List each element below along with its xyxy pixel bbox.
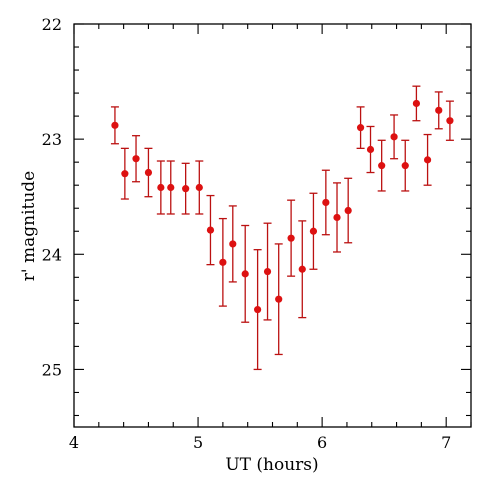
data-point <box>241 224 250 323</box>
point-marker <box>206 226 215 234</box>
data-point <box>333 182 342 253</box>
data-point <box>321 169 330 236</box>
point-marker <box>435 106 443 114</box>
data-point <box>181 162 190 215</box>
y-axis-label: r' magnitude <box>19 171 39 281</box>
point-marker <box>322 198 330 207</box>
data-point <box>144 147 153 198</box>
x-tick-label: 7 <box>441 433 451 452</box>
data-point <box>287 199 296 277</box>
point-marker <box>412 99 421 108</box>
point-marker <box>344 206 352 215</box>
point-marker <box>144 168 153 177</box>
point-marker <box>254 305 262 314</box>
data-point <box>412 85 421 122</box>
point-marker <box>241 270 249 278</box>
point-marker <box>263 267 272 276</box>
y-tick-label: 23 <box>42 130 62 149</box>
point-marker <box>333 213 341 222</box>
data-point <box>274 243 283 356</box>
data-point <box>195 160 204 215</box>
data-point <box>298 220 307 319</box>
x-tick-label: 5 <box>193 433 203 452</box>
point-marker <box>390 133 398 141</box>
point-marker <box>309 227 318 235</box>
point-marker <box>298 265 306 273</box>
point-marker <box>378 162 386 170</box>
data-point <box>263 222 272 321</box>
data-point <box>390 114 399 160</box>
data-point <box>228 205 237 283</box>
point-marker <box>287 234 295 242</box>
x-axis-label: UT (hours) <box>225 455 318 475</box>
data-point <box>206 194 215 266</box>
data-point <box>110 106 119 145</box>
x-tick-label: 4 <box>69 433 79 452</box>
point-marker <box>167 183 175 192</box>
x-tick-label: 6 <box>317 433 327 452</box>
data-point <box>377 139 386 192</box>
data-point <box>434 91 443 130</box>
data-point <box>356 106 365 150</box>
point-marker <box>275 295 283 303</box>
data-point <box>445 100 454 141</box>
point-marker <box>157 183 165 192</box>
data-points <box>110 85 454 371</box>
point-marker <box>182 185 190 193</box>
point-marker <box>111 121 119 129</box>
point-marker <box>356 124 365 132</box>
y-tick-label: 24 <box>42 245 62 264</box>
point-marker <box>132 155 140 163</box>
point-marker <box>229 240 237 248</box>
data-point <box>401 139 410 192</box>
data-point <box>120 147 129 200</box>
point-marker <box>446 117 454 125</box>
data-point <box>344 177 353 244</box>
point-marker <box>195 183 203 192</box>
data-point <box>156 160 165 215</box>
data-point <box>166 160 175 215</box>
point-marker <box>366 145 375 154</box>
y-tick-label: 22 <box>42 15 62 34</box>
data-point <box>423 133 432 186</box>
axis-ticks <box>73 23 472 427</box>
data-point <box>309 192 318 270</box>
point-marker <box>219 258 227 266</box>
y-tick-label: 25 <box>42 360 62 379</box>
data-point <box>253 249 262 371</box>
data-point <box>366 125 375 174</box>
plot-frame <box>73 23 472 428</box>
point-marker <box>121 170 129 178</box>
point-marker <box>423 156 432 164</box>
data-point <box>218 217 227 307</box>
point-marker <box>401 162 409 170</box>
axis-tick-labels: 4 5 6 7 22 23 24 25 <box>42 15 452 452</box>
data-point <box>132 135 141 183</box>
